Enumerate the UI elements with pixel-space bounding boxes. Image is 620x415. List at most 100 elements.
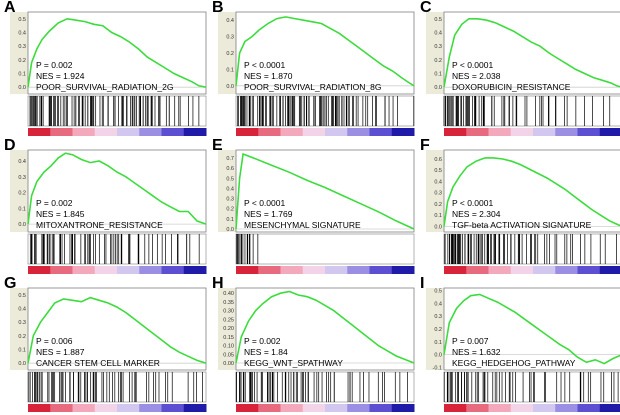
panel-h: H0.40 0.35 0.30 0.25 0.20 0.15 0.10 0.05 0.00 P =… (212, 275, 415, 412)
rank-color-segment (183, 404, 207, 412)
rank-color-segment (161, 404, 185, 412)
y-tick-label: 0.1 (434, 340, 442, 346)
y-tick-label: 0.5 (434, 289, 442, 295)
rank-color-segment (139, 266, 162, 274)
y-tick-label: 0.1 (226, 67, 234, 73)
enrichment-score-curve (27, 296, 207, 364)
nes-label: NES = 2.038 (452, 71, 501, 81)
y-tick-label: 0.3 (18, 175, 26, 181)
y-tick-label: 0.2 (18, 191, 26, 197)
y-tick-label: 0.0 (226, 84, 234, 90)
enrichment-score-curve (443, 157, 620, 227)
y-tick-label: 0.3 (226, 35, 234, 41)
y-tick-label: 0.3 (226, 197, 234, 203)
gene-set-label: MESENCHYMAL SIGNATURE (244, 220, 361, 230)
rank-color-segment (347, 266, 370, 274)
y-tick-label: 0.0 (434, 224, 442, 230)
y-tick-label: 0.05 (223, 352, 234, 358)
gene-set-label: TGF-beta ACTIVATION SIGNATURE (452, 220, 592, 230)
y-tick-label: 0.3 (434, 191, 442, 197)
y-tick-label: 0.6 (434, 157, 442, 163)
panel-letter: F (420, 137, 430, 154)
enrichment-score-curve (443, 293, 620, 365)
y-tick-label: 0.35 (223, 300, 234, 306)
gene-set-label: CANCER STEM CELL MARKER (36, 358, 160, 368)
rank-color-segment (444, 128, 467, 136)
y-axis-strip (426, 150, 444, 232)
rank-color-segment (599, 128, 620, 136)
rank-color-segment (28, 266, 51, 274)
y-tick-label: 0.00 (223, 361, 234, 367)
y-tick-label: 0.4 (434, 31, 442, 37)
gene-set-label: KEGG_WNT_SPATHWAY (244, 358, 343, 368)
rank-color-segment (302, 266, 326, 274)
y-tick-label: -0.1 (433, 365, 442, 371)
rank-color-segment (488, 266, 512, 274)
rank-color-segment (258, 404, 281, 412)
y-tick-label: 0.0 (434, 85, 442, 91)
rank-color-segment (139, 128, 162, 136)
y-axis-strip (10, 150, 28, 232)
rank-color-segment (236, 404, 259, 412)
rank-color-segment (280, 404, 304, 412)
panel-letter: B (212, 0, 224, 16)
panel-letter: I (420, 275, 424, 292)
p-value-label: P = 0.002 (244, 336, 281, 346)
rank-color-segment (94, 404, 118, 412)
enrichment-score-curve (27, 17, 207, 88)
rank-color-segment (117, 266, 140, 274)
y-tick-label: 0.0 (18, 361, 26, 367)
y-tick-label: 0.1 (226, 217, 234, 223)
rank-color-segment (444, 266, 467, 274)
rank-color-segment (533, 404, 556, 412)
rank-color-segment (302, 128, 326, 136)
enrichment-score-curve (27, 152, 207, 225)
rank-color-segment (94, 128, 118, 136)
y-axis-strip (218, 288, 236, 370)
nes-label: NES = 1.845 (36, 209, 85, 219)
hits-frame (443, 95, 620, 127)
rank-color-segment (117, 404, 140, 412)
y-tick-label: 0.15 (223, 335, 234, 341)
y-tick-label: 0.1 (434, 213, 442, 219)
y-tick-label: 0.1 (18, 72, 26, 78)
rank-color-segment (139, 404, 162, 412)
enrichment-score-curve (443, 17, 620, 88)
rank-color-segment (577, 266, 601, 274)
rank-color-segment (488, 404, 512, 412)
rank-color-segment (510, 404, 534, 412)
panel-letter: E (212, 137, 223, 154)
p-value-label: P < 0.0001 (452, 60, 493, 70)
rank-color-segment (28, 404, 51, 412)
y-tick-label: 0.4 (18, 31, 26, 37)
rank-color-segment (599, 404, 620, 412)
rank-color-segment (599, 266, 620, 274)
rank-color-segment (444, 404, 467, 412)
y-axis-strip (218, 12, 236, 94)
p-value-label: P = 0.002 (36, 198, 73, 208)
p-value-label: P = 0.006 (36, 336, 73, 346)
plot-area (443, 287, 620, 371)
y-tick-label: 0.3 (18, 44, 26, 50)
y-tick-label: 0.0 (18, 85, 26, 91)
y-tick-label: 0.10 (223, 344, 234, 350)
y-tick-label: 0.4 (226, 18, 234, 24)
y-tick-label: 0.2 (18, 334, 26, 340)
plot-area (27, 149, 207, 233)
y-tick-label: 0.5 (18, 17, 26, 23)
gene-set-label: DOXORUBICIN_RESISTANCE (452, 82, 571, 92)
rank-color-segment (533, 128, 556, 136)
y-tick-label: 0.6 (226, 166, 234, 172)
rank-color-segment (50, 266, 73, 274)
y-tick-label: 0.0 (18, 222, 26, 228)
y-tick-label: 0.1 (434, 72, 442, 78)
rank-color-segment (258, 128, 281, 136)
rank-color-segment (28, 128, 51, 136)
panel-letter: G (4, 275, 16, 292)
p-value-label: P = 0.002 (36, 60, 73, 70)
